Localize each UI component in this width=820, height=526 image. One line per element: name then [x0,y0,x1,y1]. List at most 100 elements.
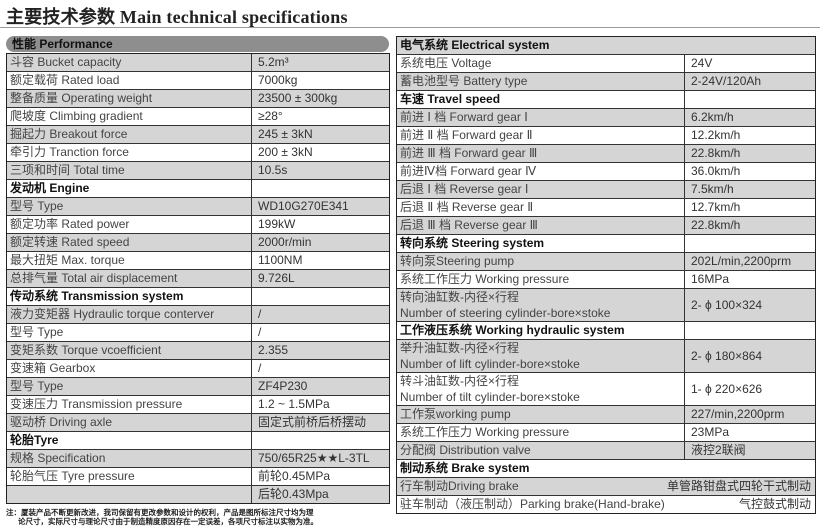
spec-label: 系统电压 Voltage [397,55,685,72]
spec-row: 规格 Specification 750/65R25★★L-3TL [7,450,389,468]
spec-label: 规格 Specification [7,450,252,467]
spec-row: 后轮0.43Mpa [7,486,389,503]
page-title: 主要技术参数 Main technical specifications [6,7,348,27]
spec-row: 工作泵working pump 227/min,2200prm [397,406,815,424]
spec-label: 型号 Type [7,324,252,341]
spec-label: 额定功率 Rated power [7,216,252,233]
section-title: 传动系统 Transmission system [7,288,252,305]
spec-value: 液控2联阀 [691,443,746,457]
spec-label: 驻车制动（液压制动）Parking brake(Hand-brake) 气控鼓式制… [397,496,815,513]
spec-row: 后退 Ⅰ 档 Reverse gear Ⅰ 7.5km/h [397,181,815,199]
section-title: 转向系统 Steering system [397,235,685,252]
spec-label: 额定转速 Rated speed [7,234,252,251]
spec-value: 16MPa [691,272,730,286]
spec-row: 型号 Type ZF4P230 [7,378,389,396]
spec-row: 转向油缸数-内径×行程 Number of steering cylinder-… [397,289,815,322]
spec-row: 后退 Ⅱ 档 Reverse gear Ⅱ 12.7km/h [397,199,815,217]
spec-row: 额定转速 Rated speed 2000r/min [7,234,389,252]
spec-value: 2- ϕ 100×324 [691,297,763,312]
section-title: 电气系统 Electrical system [397,37,815,54]
spec-value: / [258,361,262,375]
spec-row: 三项和时间 Total time 10.5s [7,162,389,180]
section-header-row: 制动系统 Brake system [397,460,815,478]
spec-value [252,432,258,449]
spec-row: 掘起力 Breakout force 245 ± 3kN [7,126,389,144]
spec-row: 变速箱 Gearbox / [7,360,389,378]
spec-value: 2000r/min [258,235,312,249]
footnote-line-2: 论尺寸，实际尺寸与理论尺寸由于制造精度原因存在一定误差，各项尺寸标注以实物为准。 [18,517,318,526]
spec-label: 分配阀 Distribution valve [397,442,685,459]
spec-label [7,486,252,503]
spec-label: 前进Ⅳ档 Forward gear Ⅳ [397,163,685,180]
spec-row: 牵引力 Tranction force 200 ± 3kN [7,144,389,162]
spec-value: 1- ϕ 220×626 [691,381,763,396]
spec-value: 2.355 [258,343,289,357]
spec-row: 转向泵Steering pump 202L/min,2200prm [397,253,815,271]
spec-value: ≥28° [258,109,283,123]
spec-row: 液力变矩器 Hydraulic torque conterver / [7,306,389,324]
spec-label: 后退 Ⅰ 档 Reverse gear Ⅰ [397,181,685,198]
spec-value: 后轮0.43Mpa [258,487,329,501]
right-spec-table: 电气系统 Electrical system 系统电压 Voltage 24V 蓄电池… [396,36,816,514]
spec-row: 整备质量 Operating weight 23500 ± 300kg [7,90,389,108]
section-header-row: 电气系统 Electrical system [397,37,815,55]
spec-row: 轮胎气压 Tyre pressure 前轮0.45MPa [7,468,389,486]
spec-label: 转斗油缸数-内径×行程 Number of tilt cylinder-bore… [397,373,685,405]
spec-value: 气控鼓式制动 [738,497,811,511]
spec-value: 22.8km/h [691,218,741,232]
performance-section-header: 性能 Performance [6,36,389,52]
section-header-row: 车速 Travel speed [397,91,815,109]
spec-label: 后退 Ⅱ 档 Reverse gear Ⅱ [397,199,685,216]
spec-row: 蓄电池型号 Battery type 2-24V/120Ah [397,73,815,91]
spec-label: 驱动桥 Driving axle [7,414,252,431]
spec-value: 单管路钳盘式四轮干式制动 [666,479,811,493]
spec-value: WD10G270E341 [258,199,349,213]
section-header-row: 发动机 Engine [7,180,389,198]
spec-row: 系统工作压力 Working pressure 16MPa [397,271,815,289]
spec-label: 三项和时间 Total time [7,162,252,179]
spec-row: 后退 Ⅲ 档 Reverse gear Ⅲ 22.8km/h [397,217,815,235]
section-title: 制动系统 Brake system [397,460,815,477]
spec-label: 工作泵working pump [397,406,685,423]
spec-label: 变速箱 Gearbox [7,360,252,377]
footnote: 注：厦装产品不断更新改进，我司保留有更改参数和设计的权利，产品是图所标注尺寸均为… [6,508,318,526]
spec-label: 型号 Type [7,378,252,395]
spec-row: 前进 Ⅱ 档 Forward gear Ⅱ 12.2km/h [397,127,815,145]
spec-label: 系统工作压力 Working pressure [397,271,685,288]
spec-label: 斗容 Bucket capacity [7,54,252,71]
spec-row: 转斗油缸数-内径×行程 Number of tilt cylinder-bore… [397,373,815,406]
section-header-row: 转向系统 Steering system [397,235,815,253]
spec-row: 变矩系数 Torque vcoefficient 2.355 [7,342,389,360]
spec-value: 227/min,2200prm [691,407,785,421]
spec-label: 变速压力 Transmission pressure [7,396,252,413]
spec-row: 前进 Ⅰ 档 Forward gear Ⅰ 6.2km/h [397,109,815,127]
spec-value [685,91,691,108]
spec-value: 6.2km/h [691,110,734,124]
spec-label: 转向油缸数-内径×行程 Number of steering cylinder-… [397,289,685,321]
spec-value [252,180,258,197]
spec-row: 举升油缸数-内径×行程 Number of lift cylinder-bore… [397,340,815,373]
spec-row: 总排气量 Total air displacement 9.726L [7,270,389,288]
section-header-row: 工作液压系统 Working hydraulic system [397,322,815,340]
section-title: 工作液压系统 Working hydraulic system [397,322,685,339]
spec-value: 前轮0.45MPa [258,469,331,483]
spec-value: 22.8km/h [691,146,741,160]
spec-row: 前进Ⅳ档 Forward gear Ⅳ 36.0km/h [397,163,815,181]
spec-row: 爬坡度 Climbing gradient ≥28° [7,108,389,126]
spec-value: 1100NM [258,253,303,267]
spec-value: 23500 ± 300kg [258,91,338,105]
spec-label: 总排气量 Total air displacement [7,270,252,287]
spec-row: 额定功率 Rated power 199kW [7,216,389,234]
spec-label: 举升油缸数-内径×行程 Number of lift cylinder-bore… [397,340,685,372]
spec-value: / [258,325,262,339]
spec-label: 前进 Ⅰ 档 Forward gear Ⅰ [397,109,685,126]
section-title: 轮胎Tyre [7,432,252,449]
spec-value: 5.2m³ [258,55,289,69]
spec-value: 24V [691,56,713,70]
spec-value: 固定式前桥后桥摆动 [258,415,367,429]
spec-value: / [258,307,262,321]
spec-value: 245 ± 3kN [258,127,313,141]
spec-label: 蓄电池型号 Battery type [397,73,685,90]
section-header-row: 轮胎Tyre [7,432,389,450]
spec-label: 系统工作压力 Working pressure [397,424,685,441]
